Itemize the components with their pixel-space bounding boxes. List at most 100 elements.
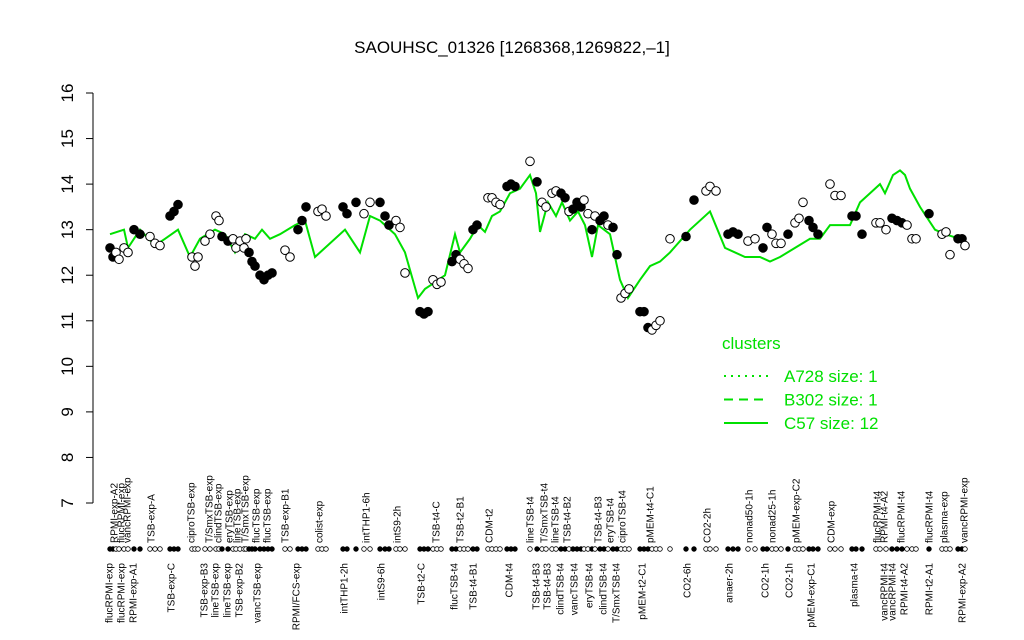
rug-point xyxy=(344,546,350,552)
bottom-label: vancRPMI-t4 xyxy=(880,563,891,621)
bottom-label: RPMI-exp-A1 xyxy=(129,563,140,623)
data-point xyxy=(173,199,183,210)
rug-point xyxy=(713,546,719,552)
top-label: CDM-exp xyxy=(827,500,838,543)
data-point xyxy=(155,240,165,251)
rug-point xyxy=(894,546,900,552)
rug-point xyxy=(147,546,153,552)
rug-point xyxy=(543,546,549,552)
rug-point xyxy=(361,546,367,552)
rug-point xyxy=(752,546,758,552)
legend-label: A728 size: 1 xyxy=(784,367,878,386)
bottom-label: vancRPMI-t4 xyxy=(888,563,899,621)
bottom-label: anaer-2h xyxy=(725,563,736,603)
bottom-label: pMEM-t2-C1 xyxy=(638,563,649,620)
data-point xyxy=(655,315,665,326)
bottom-label: intS9-6h xyxy=(377,563,388,600)
rug-point xyxy=(730,546,736,552)
bottom-label: RPMI-t2-A1 xyxy=(925,563,936,616)
rug-point xyxy=(397,546,403,552)
rug-point xyxy=(152,546,158,552)
bottom-label: TSB-t4-B1 xyxy=(469,563,480,610)
top-label: vancRPMI-exp xyxy=(123,477,134,543)
data-point xyxy=(297,215,307,226)
rug-point xyxy=(303,546,309,552)
data-point xyxy=(767,229,777,240)
data-point xyxy=(267,268,277,278)
top-label: eryTSB-exp xyxy=(225,490,236,543)
rug-point xyxy=(131,546,137,552)
data-point xyxy=(911,233,921,244)
top-label: CO2-2h xyxy=(703,508,714,543)
rug-point xyxy=(323,546,329,552)
rug-point xyxy=(386,546,392,552)
rug-point xyxy=(116,546,122,552)
data-point xyxy=(750,233,760,244)
legend-label: B302 size: 1 xyxy=(784,391,878,410)
y-tick-label: 10 xyxy=(58,357,77,376)
data-point xyxy=(495,199,505,210)
bottom-label: TSB-t4-B3 xyxy=(543,563,554,610)
rug-point xyxy=(527,546,533,552)
top-label: pMEM-t4-C1 xyxy=(646,486,657,543)
rug-point xyxy=(553,546,559,552)
rug-point xyxy=(207,546,213,552)
data-point xyxy=(342,208,352,219)
bottom-label: flucRPMI-exp xyxy=(117,563,128,623)
rug-point xyxy=(926,546,932,552)
rug-point xyxy=(667,546,673,552)
bottom-label: clindTSB-t4 xyxy=(556,563,567,615)
rug-point xyxy=(497,546,503,552)
rug-point xyxy=(745,546,751,552)
rug-point xyxy=(282,546,288,552)
rug-point xyxy=(899,546,905,552)
rug-point xyxy=(657,546,663,552)
bottom-label: vancTSB-t4 xyxy=(570,563,581,616)
top-label: TSB-t4-B2 xyxy=(563,496,574,543)
data-point xyxy=(365,197,375,208)
bottom-label: TSB-t4-B3 xyxy=(532,563,543,610)
data-point xyxy=(560,192,570,203)
rug-point xyxy=(287,546,293,552)
data-point xyxy=(423,306,433,317)
data-point xyxy=(241,233,251,244)
data-point xyxy=(510,181,520,192)
rug-point xyxy=(725,546,731,552)
top-label: nonad50-1h xyxy=(745,490,756,543)
data-point xyxy=(135,229,145,240)
top-label: intTHP1-6h xyxy=(362,492,373,543)
data-point xyxy=(384,220,394,230)
rug-point xyxy=(438,546,444,552)
top-label: lineTSB-exp xyxy=(233,488,244,543)
rug-point xyxy=(815,546,821,552)
top-label: flucRPMI-t4 xyxy=(873,490,884,543)
data-point xyxy=(395,222,405,233)
rug-point xyxy=(827,546,833,552)
data-point xyxy=(532,177,542,187)
data-point xyxy=(881,224,891,235)
data-point xyxy=(380,211,390,221)
data-point xyxy=(836,190,846,201)
bottom-label: TSB-exp-C xyxy=(167,563,178,612)
rug-point xyxy=(778,546,784,552)
rug-point xyxy=(269,546,275,552)
data-point xyxy=(941,227,951,237)
top-label: lineTSB-t4 xyxy=(526,496,537,543)
rug-point xyxy=(962,546,968,552)
rug-point xyxy=(512,546,518,552)
top-label: TSB-exp-A xyxy=(147,494,158,543)
bottom-label: lineTSB-exp xyxy=(223,563,234,618)
rug-point xyxy=(605,546,611,552)
data-point xyxy=(145,231,155,242)
rug-point xyxy=(764,546,770,552)
data-point xyxy=(321,211,331,221)
data-point xyxy=(463,263,473,274)
data-point xyxy=(359,208,369,219)
rug-point xyxy=(838,546,844,552)
rug-point xyxy=(913,546,919,552)
top-label: ciproTSB-t4 xyxy=(618,490,629,543)
rug-point xyxy=(353,546,359,552)
rug-point xyxy=(889,546,895,552)
top-label: vancRPMI-exp xyxy=(960,477,971,543)
y-tick-label: 15 xyxy=(58,129,77,148)
